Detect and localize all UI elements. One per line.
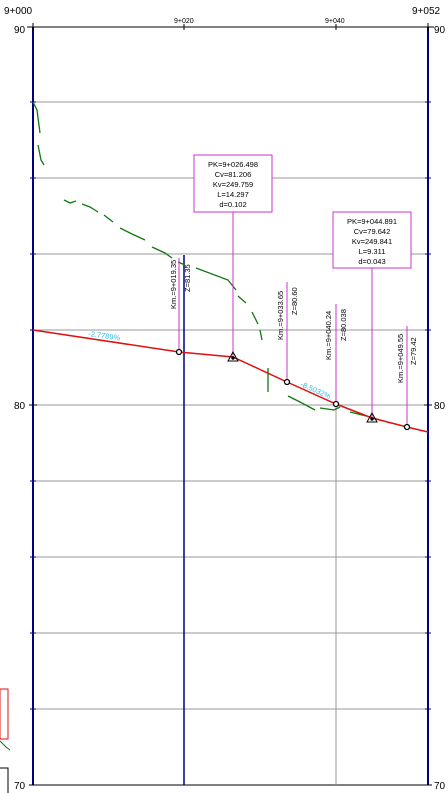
chainage-tick-9040: 9+040 [325, 18, 345, 25]
vertical-curve-box-2: PK=9+044.891 Cv=79.642 Kv=249.841 L=9.31… [332, 211, 412, 269]
point-marker-2 [283, 378, 291, 386]
vc2-cv: Cv=79.642 [354, 227, 391, 236]
ground-segment [237, 295, 247, 304]
vc1-triangle-marker [227, 350, 239, 362]
vc1-center-dot [231, 356, 235, 360]
vc1-cv: Cv=81.206 [215, 170, 252, 179]
vc2-kv: Kv=249.841 [352, 237, 392, 246]
vc1-pk: PK=9+026.498 [208, 160, 258, 169]
y-label-70-right: 70 [434, 781, 446, 792]
point-marker-3 [332, 400, 340, 408]
vc2-triangle-marker [366, 411, 378, 423]
adjacent-black-fragment [0, 767, 9, 793]
red-marker-box [0, 688, 9, 740]
vc2-d: d=0.043 [358, 257, 385, 266]
horizontal-grid [33, 101, 428, 710]
ground-segment [37, 144, 45, 166]
ground-segment [103, 214, 114, 223]
point-markers [175, 348, 411, 431]
point2-km-label: Km.=9+033.65 [276, 291, 285, 340]
ground-segment [81, 203, 99, 213]
point4-z-label: Z=79.42 [409, 337, 418, 365]
chainage-start-label: 9+000 [4, 6, 33, 17]
grade-label-1: -2.7789% [88, 329, 121, 342]
existing-ground-series [32, 101, 381, 421]
ground-segment [287, 395, 316, 411]
point-marker-4 [403, 423, 411, 431]
adjacent-ground-fragment [0, 740, 11, 751]
vc-markers [227, 350, 378, 423]
vc1-d: d=0.102 [219, 200, 246, 209]
y-label-90-right: 90 [434, 25, 446, 36]
vertical-curve-box-1: PK=9+026.498 Cv=81.206 Kv=249.759 L=14.2… [193, 154, 273, 213]
vc2-center-dot [370, 417, 374, 421]
point1-z-label: Z=81.35 [183, 264, 192, 292]
ground-segment [319, 406, 341, 411]
y-label-80-left: 80 [14, 401, 26, 412]
ground-segment [63, 199, 77, 204]
ground-segment [251, 311, 259, 325]
vc2-l: L=9.311 [359, 247, 386, 256]
point3-z-label: Z=80.038 [339, 309, 348, 341]
proposed-grade-line [32, 329, 429, 433]
annotation-leaders [178, 212, 408, 427]
ground-segment [119, 227, 146, 241]
ground-segment [151, 246, 173, 259]
chainage-tick-9020: 9+020 [174, 18, 194, 25]
chainage-end-label: 9+052 [412, 6, 441, 17]
ground-segment [195, 267, 237, 291]
ground-segment [32, 101, 41, 134]
vc1-l: L=14.297 [217, 190, 249, 199]
point4-km-label: Km.=9+049.55 [396, 334, 405, 383]
point2-z-label: Z=80.60 [290, 287, 299, 315]
point1-km-label: Km.=9+019.35 [169, 260, 178, 309]
y-label-80-right: 80 [434, 401, 446, 412]
y-label-70-left: 70 [14, 781, 26, 792]
top-ticks [27, 23, 434, 786]
vc2-pk: PK=9+044.891 [347, 217, 397, 226]
adjacent-sheet-fragment [0, 688, 11, 793]
ground-segment [259, 329, 263, 341]
vc1-kv: Kv=249.759 [213, 180, 253, 189]
y-label-90-left: 90 [14, 25, 26, 36]
point-marker-1 [175, 348, 183, 356]
point3-km-label: Km.=9+040.24 [324, 311, 333, 360]
